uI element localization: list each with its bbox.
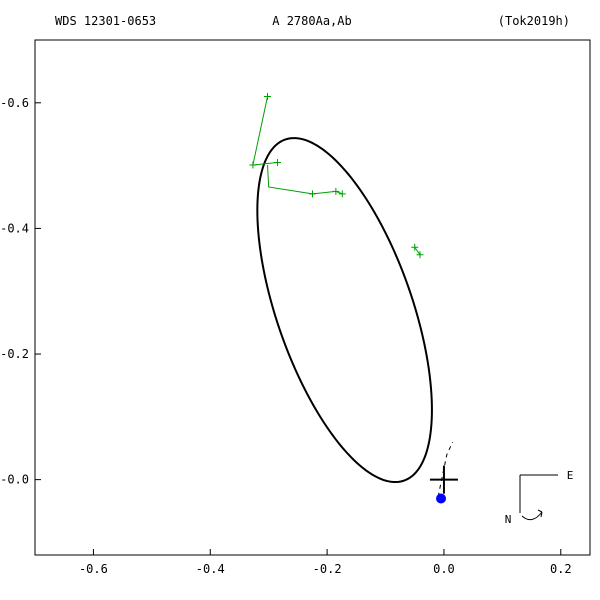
svg-text:-0.2: -0.2 bbox=[0, 347, 29, 361]
orbit-plot: WDS 12301-0653 A 2780Aa,Ab (Tok2019h) -0… bbox=[0, 0, 600, 600]
svg-text:0.0: 0.0 bbox=[433, 562, 455, 576]
residual-lines bbox=[253, 97, 420, 255]
svg-text:-0.0: -0.0 bbox=[0, 473, 29, 487]
periastron-dot bbox=[436, 493, 446, 503]
title-right: (Tok2019h) bbox=[498, 14, 570, 28]
title-left: WDS 12301-0653 bbox=[55, 14, 156, 28]
origin-cross bbox=[430, 466, 458, 494]
svg-text:E: E bbox=[567, 469, 574, 482]
svg-text:-0.2: -0.2 bbox=[313, 562, 342, 576]
svg-text:-0.6: -0.6 bbox=[79, 562, 108, 576]
svg-text:N: N bbox=[505, 513, 512, 526]
dashed-arc bbox=[438, 442, 453, 497]
svg-text:-0.6: -0.6 bbox=[0, 96, 29, 110]
plot-frame bbox=[35, 40, 590, 555]
x-ticks: -0.6 -0.4 -0.2 0.0 0.2 bbox=[79, 549, 572, 576]
observation-points bbox=[249, 93, 423, 258]
svg-text:-0.4: -0.4 bbox=[0, 221, 29, 235]
svg-text:0.2: 0.2 bbox=[550, 562, 572, 576]
compass: EN bbox=[505, 469, 574, 526]
title-center: A 2780Aa,Ab bbox=[272, 14, 351, 28]
svg-text:-0.4: -0.4 bbox=[196, 562, 225, 576]
